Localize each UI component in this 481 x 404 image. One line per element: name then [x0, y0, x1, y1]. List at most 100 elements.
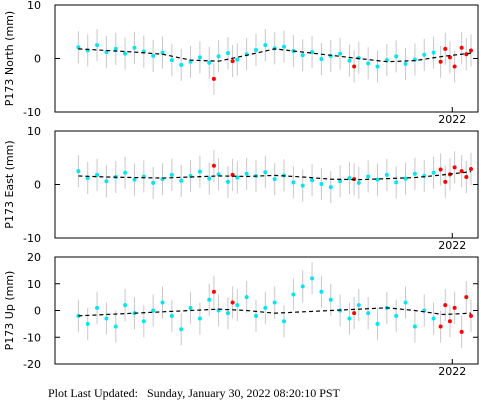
point — [394, 180, 399, 185]
point — [207, 297, 212, 302]
point — [443, 46, 448, 51]
point — [141, 319, 146, 324]
point — [452, 165, 457, 170]
point — [310, 178, 315, 183]
point — [95, 305, 100, 310]
point — [300, 53, 305, 58]
point — [422, 52, 427, 57]
point — [468, 166, 473, 171]
y-tick-label: -10 — [23, 106, 41, 119]
point — [85, 176, 90, 181]
point — [95, 43, 100, 48]
plot-area — [76, 29, 473, 95]
point — [291, 180, 296, 185]
point — [366, 61, 371, 66]
point — [459, 45, 464, 50]
y-tick-label: 0 — [34, 179, 41, 192]
point — [211, 289, 216, 294]
point — [310, 50, 315, 55]
point — [431, 316, 436, 321]
point — [169, 313, 174, 318]
y-axis-label: P173 North (mm) — [3, 11, 16, 106]
point — [282, 319, 287, 324]
point — [375, 321, 380, 326]
point — [384, 172, 389, 177]
point — [356, 303, 361, 308]
point — [366, 174, 371, 179]
point — [352, 311, 357, 316]
point — [464, 295, 469, 300]
point — [151, 53, 156, 58]
point — [160, 300, 165, 305]
point — [263, 305, 268, 310]
y-tick-label: 10 — [27, 125, 41, 138]
point — [443, 303, 448, 308]
point — [225, 179, 230, 184]
point — [179, 327, 184, 332]
point — [431, 50, 436, 55]
point — [207, 176, 212, 181]
y-tick-label: -10 — [23, 331, 41, 344]
point — [319, 289, 324, 294]
point — [459, 329, 464, 334]
footer: Plot Last Updated: Sunday, January 30, 2… — [48, 386, 341, 400]
point — [253, 313, 258, 318]
point — [188, 305, 193, 310]
plot-area — [76, 149, 473, 204]
point — [76, 169, 81, 174]
point — [412, 171, 417, 176]
point — [113, 324, 118, 329]
point — [438, 167, 443, 172]
point — [235, 57, 240, 62]
point — [160, 50, 165, 55]
point — [282, 44, 287, 49]
point — [151, 180, 156, 185]
model-line — [78, 171, 472, 181]
point — [179, 62, 184, 67]
point — [230, 300, 235, 305]
y-tick-label: -10 — [23, 232, 41, 245]
y-tick-label: -20 — [23, 358, 41, 371]
point — [459, 169, 464, 174]
plot-area — [76, 262, 473, 348]
x-tick-label: 2022 — [438, 113, 466, 126]
point — [263, 43, 268, 48]
point — [347, 58, 352, 63]
point — [438, 324, 443, 329]
point — [347, 316, 352, 321]
point — [104, 316, 109, 321]
point — [244, 295, 249, 300]
x-tick-label: 2022 — [438, 365, 466, 378]
point — [352, 64, 357, 69]
point — [230, 59, 235, 64]
point — [328, 185, 333, 190]
point — [412, 324, 417, 329]
point — [328, 297, 333, 302]
point — [132, 45, 137, 50]
point — [235, 303, 240, 308]
point — [468, 48, 473, 53]
point — [113, 46, 118, 51]
point — [244, 171, 249, 176]
point — [338, 179, 343, 184]
point — [207, 60, 212, 65]
point — [300, 183, 305, 188]
point — [452, 64, 457, 69]
model-line — [78, 48, 472, 63]
point — [272, 177, 277, 182]
y-tick-label: 0 — [34, 305, 41, 318]
point — [216, 54, 221, 59]
point — [452, 305, 457, 310]
point — [291, 292, 296, 297]
point — [225, 51, 230, 56]
point — [366, 311, 371, 316]
point — [319, 57, 324, 62]
y-tick-label: 20 — [27, 251, 41, 264]
point — [104, 179, 109, 184]
point — [132, 177, 137, 182]
point — [347, 176, 352, 181]
point — [263, 170, 268, 175]
point — [356, 180, 361, 185]
model-line — [78, 307, 472, 317]
